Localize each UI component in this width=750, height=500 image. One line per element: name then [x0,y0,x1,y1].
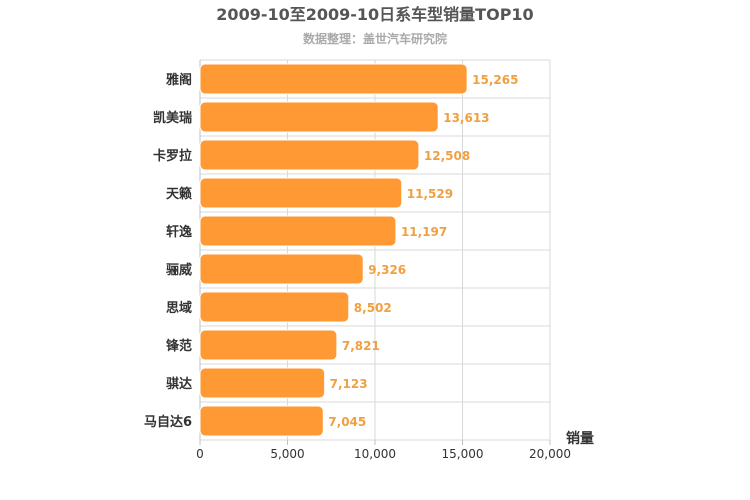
data-label: 8,502 [354,301,392,315]
bar [199,139,420,171]
data-label: 7,045 [328,415,366,429]
category-label: 凯美瑞 [153,110,192,126]
x-axis-title: 销量 [566,430,594,447]
data-label: 11,197 [401,225,447,239]
category-label: 天籁 [166,186,192,202]
bar [199,405,324,437]
bar [199,253,364,285]
data-label: 12,508 [424,149,470,163]
bars [199,63,468,437]
category-label: 卡罗拉 [153,148,192,164]
bar [199,101,439,133]
category-label: 骊威 [166,262,192,278]
category-label: 锋范 [166,338,192,354]
labels: 0 5,000 10,000 15,000 20,000 雅阁 15,265 凯美瑞 13,61… [144,72,571,461]
data-label: 11,529 [407,187,453,201]
data-label: 13,613 [443,111,489,125]
bar [199,215,397,247]
category-label: 马自达6 [144,414,192,430]
bar [199,291,350,323]
category-label: 雅阁 [166,72,192,88]
bar [199,177,403,209]
bar [199,367,326,399]
data-label: 7,123 [330,377,368,391]
x-tick-label: 20,000 [529,447,571,461]
category-label: 轩逸 [166,224,192,240]
x-tick-label: 10,000 [354,447,396,461]
category-label: 骐达 [166,376,192,392]
x-tick-label: 15,000 [442,447,484,461]
data-label: 15,265 [472,73,518,87]
x-tick-label: 0 [196,447,204,461]
chart-subtitle: 数据整理：盖世汽车研究院 [303,31,447,46]
data-label: 7,821 [342,339,380,353]
category-label: 思域 [166,300,192,316]
bar [199,63,468,95]
data-label: 9,326 [368,263,406,277]
chart-title: 2009-10至2009-10日系车型销量TOP10 [216,5,533,24]
bar [199,329,338,361]
x-tick-label: 5,000 [270,447,304,461]
